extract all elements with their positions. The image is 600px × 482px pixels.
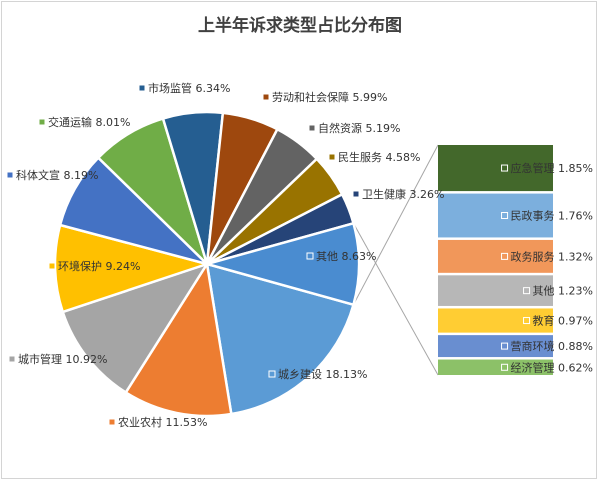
connector-line-top [353,144,439,305]
data-label-text-7: 市场监管 6.34% [148,81,230,95]
legend-key-11 [352,190,360,198]
data-label-7: 市场监管 6.34% [138,81,230,95]
legend-key-2 [108,418,116,426]
data-labels: 城乡建设 18.13% 农业农村 11.53% 城市管理 10.92% 环境保护 9.… [6,81,593,429]
breakdown-bar [438,145,553,375]
data-label-text-11: 卫生健康 3.26% [362,187,444,201]
breakdown-key-6 [501,342,509,350]
breakdown-segment-4 [438,275,553,306]
data-label-6: 交通运输 8.01% [38,115,130,129]
legend-key-1 [268,370,276,378]
breakdown-key-7 [501,363,509,371]
data-label-2: 农业农村 11.53% [108,415,207,429]
legend-key-9 [308,124,316,132]
data-label-3: 城市管理 10.92% [8,352,107,366]
data-label-text-8: 劳动和社会保障 5.99% [272,90,387,104]
breakdown-label-1: 应急管理 1.85% [511,161,593,175]
connector-lines [353,144,439,376]
chart-title: 上半年诉求类型占比分布图 [198,15,402,36]
breakdown-segment-7 [438,359,553,375]
breakdown-key-4 [523,287,531,295]
data-label-5: 科体文宣 8.19% [6,168,98,182]
breakdown-segment-2 [438,193,553,238]
data-label-11: 卫生健康 3.26% [352,187,444,201]
pie-slice-2 [124,260,233,418]
breakdown-label-5: 教育 0.97% [533,314,593,328]
legend-key-10 [328,153,336,161]
legend-key-12 [306,252,314,260]
legend-key-5 [6,171,14,179]
breakdown-key-3 [501,252,509,260]
legend-key-3 [8,355,16,363]
breakdown-key-2 [501,212,509,220]
data-label-9: 自然资源 5.19% [308,121,400,135]
breakdown-key-1 [501,164,509,172]
breakdown-label-3: 政务服务 1.32% [511,249,593,263]
breakdown-key-5 [523,317,531,325]
legend-key-8 [262,93,270,101]
data-label-text-9: 自然资源 5.19% [318,121,400,135]
pie-slice-1 [205,262,355,416]
pie-slice-3 [61,261,210,395]
pie-slice-12 [202,221,361,307]
legend-key-7 [138,84,146,92]
pie-slices [53,110,361,418]
breakdown-label-2: 民政事务 1.76% [511,209,593,223]
breakdown-segment-1 [438,145,553,192]
breakdown-segment-6 [438,335,553,358]
data-label-text-12: 其他 8.63% [316,250,376,263]
data-label-1: 城乡建设 18.13% [268,367,367,381]
data-label-10: 民生服务 4.58% [328,150,420,164]
legend-key-4 [48,262,56,270]
breakdown-segment-3 [438,239,553,273]
data-label-text-10: 民生服务 4.58% [338,150,420,164]
data-label-12: 其他 8.63% [306,250,376,263]
breakdown-segment-5 [438,308,553,333]
data-label-8: 劳动和社会保障 5.99% [262,90,387,104]
data-label-4: 环境保护 9.24% [48,259,140,273]
data-label-text-5: 科体文宣 8.19% [16,168,98,182]
breakdown-label-6: 营商环境 0.88% [511,339,593,353]
data-label-text-4: 环境保护 9.24% [58,259,140,273]
data-label-text-1: 城乡建设 18.13% [278,367,367,381]
breakdown-label-4: 其他 1.23% [533,285,593,298]
data-label-text-6: 交通运输 8.01% [48,115,130,129]
breakdown-label-7: 经济管理 0.62% [511,360,593,374]
data-label-text-3: 城市管理 10.92% [18,352,107,366]
connector-line-bottom [353,223,439,376]
data-label-text-2: 农业农村 11.53% [118,415,207,429]
legend-key-6 [38,118,46,126]
